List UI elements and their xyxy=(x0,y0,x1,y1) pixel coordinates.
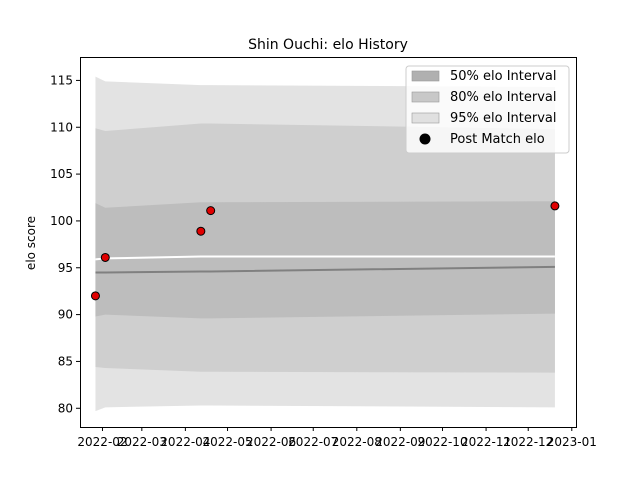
legend-marker-post-match-elo xyxy=(419,133,431,145)
data-point-2 xyxy=(100,252,110,262)
x-tick-label: 2022-08 xyxy=(332,435,382,449)
data-point-1 xyxy=(90,291,100,301)
data-point-5 xyxy=(550,201,560,211)
legend-label-80-elo-interval: 80% elo Interval xyxy=(450,90,557,105)
legend-label-95-elo-interval: 95% elo Interval xyxy=(450,111,557,126)
legend-box xyxy=(405,65,570,154)
x-tick-label: 2022-03 xyxy=(117,435,167,449)
x-tick-label: 2022-04 xyxy=(160,435,210,449)
axes: 808590951001051101152022-022022-032022-0… xyxy=(50,73,597,449)
band-50-elo-interval xyxy=(95,201,555,319)
data-point-3 xyxy=(196,226,206,236)
y-tick-label: 95 xyxy=(58,261,73,275)
x-tick-label: 2022-12 xyxy=(503,435,553,449)
plot-area xyxy=(90,76,560,412)
y-tick-label: 85 xyxy=(58,354,73,368)
y-tick-label: 100 xyxy=(50,214,73,228)
x-tick-label: 2022-10 xyxy=(417,435,467,449)
y-axis-label: elo score xyxy=(24,216,38,270)
x-tick-label: 2022-06 xyxy=(246,435,296,449)
legend: 50% elo Interval 80% elo Interval 95% elo … xyxy=(405,65,570,154)
legend-swatch-50-elo-interval xyxy=(411,70,440,82)
legend-swatch-80-elo-interval xyxy=(411,91,440,103)
legend-label-post-match-elo: Post Match elo xyxy=(450,132,545,147)
x-tick-label: 2022-07 xyxy=(288,435,338,449)
x-tick-label: 2022-02 xyxy=(77,435,127,449)
data-point-4 xyxy=(206,206,216,216)
x-tick-label: 2023-01 xyxy=(547,435,597,449)
legend-label-50-elo-interval: 50% elo Interval xyxy=(450,69,557,84)
y-tick-label: 110 xyxy=(50,120,73,134)
chart-title: Shin Ouchi: elo History xyxy=(248,37,408,53)
y-tick-label: 105 xyxy=(50,167,73,181)
x-tick-label: 2022-05 xyxy=(202,435,252,449)
legend-swatch-95-elo-interval xyxy=(411,112,440,124)
y-tick-label: 90 xyxy=(58,308,73,322)
x-tick-label: 2022-11 xyxy=(461,435,511,449)
y-tick-label: 115 xyxy=(50,73,73,87)
x-tick-label: 2022-09 xyxy=(375,435,425,449)
plot-frame xyxy=(80,57,577,428)
series-line-1 xyxy=(95,265,555,274)
y-tick-label: 80 xyxy=(58,401,73,415)
